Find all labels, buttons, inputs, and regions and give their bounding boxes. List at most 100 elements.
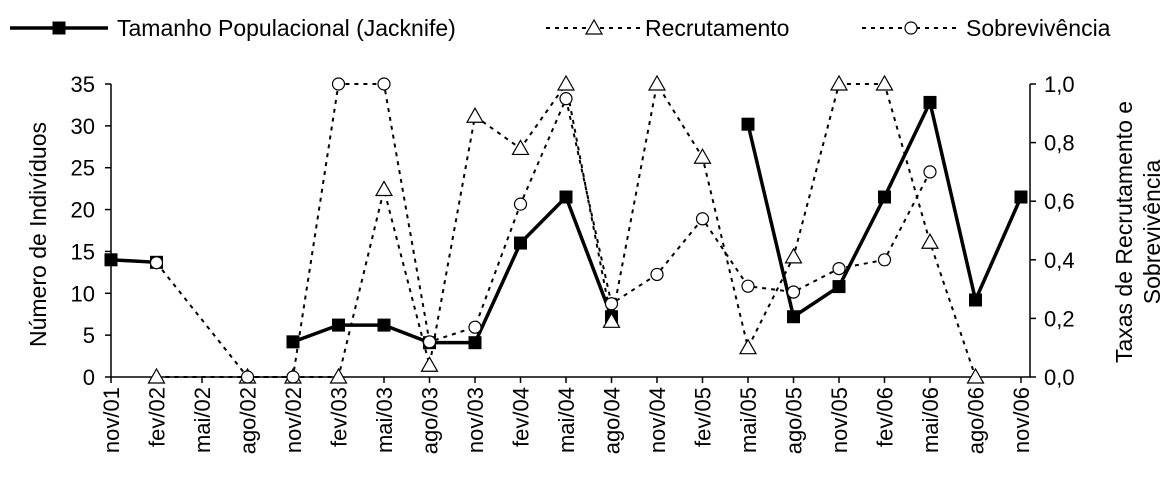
series-triangle-point <box>465 107 485 123</box>
series-triangle-point <box>147 367 166 384</box>
series-square <box>104 95 1028 350</box>
series-circle <box>149 77 937 384</box>
x-tick-label: fev/06 <box>873 387 898 447</box>
series-triangle-point <box>374 180 394 197</box>
series-triangle-point <box>966 367 985 384</box>
x-tick-label: mai/02 <box>190 387 215 453</box>
series-circle-point <box>650 267 664 282</box>
legend-item-triangle: Recrutamento <box>546 15 789 41</box>
series-triangle <box>147 74 985 384</box>
chart-series <box>104 74 1028 384</box>
left-y-tick-label: 10 <box>71 281 95 306</box>
series-triangle-point <box>693 148 712 164</box>
series-square-point <box>286 335 300 349</box>
x-tick-label: ago/06 <box>964 387 989 454</box>
x-tick-label: nov/06 <box>1009 387 1034 453</box>
series-square-point <box>104 253 118 267</box>
legend-label: Tamanho Populacional (Jacknife) <box>117 15 456 41</box>
x-tick-label: fev/05 <box>691 387 716 447</box>
series-square-point <box>878 190 891 204</box>
series-circle-point <box>422 335 437 349</box>
legend-marker <box>904 21 918 35</box>
x-tick-label: ago/03 <box>418 387 443 454</box>
chart-axes: 0 5 10 15 20 25 30 35 0,0 0,2 0,4 0,6 0,8 1,0 nov/01 fe… <box>25 72 1165 454</box>
series-triangle-point <box>329 367 348 384</box>
legend-label: Sobrevivência <box>966 15 1111 41</box>
series-square-point <box>332 318 345 332</box>
series-circle-point <box>559 92 573 106</box>
left-y-tick-label: 15 <box>71 239 95 264</box>
series-square-point <box>514 236 527 250</box>
right-y-tick-label: 0,6 <box>1044 189 1075 214</box>
series-triangle-point <box>511 139 530 156</box>
series-circle-point <box>513 197 528 211</box>
series-circle-point <box>832 261 846 276</box>
legend-marker <box>52 21 66 35</box>
left-y-tick-label: 20 <box>71 198 95 223</box>
legend-item-circle: Sobrevivência <box>862 15 1111 41</box>
series-triangle-point <box>829 74 849 91</box>
series-circle-point <box>149 256 164 270</box>
series-triangle-line <box>156 81 977 378</box>
x-tick-label: fev/04 <box>509 387 534 447</box>
series-square-point <box>832 280 846 294</box>
x-tick-label: mai/05 <box>736 387 761 453</box>
x-tick-label: ago/02 <box>236 387 261 454</box>
series-circle-point <box>286 370 300 384</box>
series-circle-point <box>604 297 619 311</box>
series-square-line <box>292 193 614 345</box>
series-triangle-point <box>420 356 439 372</box>
left-y-tick-label: 25 <box>71 156 95 181</box>
series-square-point <box>559 190 573 204</box>
series-circle-point <box>240 370 255 384</box>
x-tick-label: nov/05 <box>827 387 852 453</box>
left-y-tick-label: 5 <box>83 323 95 348</box>
right-y-tick-label: 0,4 <box>1044 248 1075 273</box>
series-circle-point <box>741 279 755 293</box>
left-y-axis-title: Número de Indivíduos <box>25 122 51 347</box>
left-y-tick-label: 0 <box>83 365 95 390</box>
legend-item-square: Tamanho Populacional (Jacknife) <box>10 15 456 41</box>
x-tick-label: ago/04 <box>600 387 625 454</box>
series-circle-point <box>786 285 801 299</box>
series-circle-point <box>377 77 391 91</box>
series-square-point <box>969 293 982 307</box>
series-square-point <box>923 95 937 109</box>
x-tick-label: nov/04 <box>645 387 670 453</box>
x-tick-label: mai/06 <box>918 387 943 453</box>
x-tick-label: nov/01 <box>99 387 124 453</box>
series-circle-point <box>877 253 892 267</box>
series-square-line <box>110 258 157 265</box>
series-square-point <box>468 336 482 350</box>
x-tick-label: fev/03 <box>327 387 352 447</box>
series-square-point <box>1014 190 1028 204</box>
series-square-point <box>741 117 755 131</box>
right-y-tick-label: 0,2 <box>1044 306 1075 331</box>
x-tick-label: nov/03 <box>463 387 488 453</box>
right-y-tick-label: 0,8 <box>1044 131 1075 156</box>
chart-legend: Tamanho Populacional (Jacknife) Recrutame… <box>10 15 1111 41</box>
left-y-tick-label: 30 <box>71 114 95 139</box>
x-tick-label: mai/03 <box>372 387 397 453</box>
series-square-point <box>377 318 391 332</box>
series-square-point <box>787 310 800 324</box>
right-y-axis-title-line1: Taxas de Recrutamento e <box>1111 101 1137 363</box>
x-tick-label: nov/02 <box>281 387 306 453</box>
x-tick-label: fev/02 <box>145 387 170 447</box>
right-y-tick-label: 1,0 <box>1044 72 1075 97</box>
series-triangle-point <box>875 74 894 91</box>
x-tick-label: ago/05 <box>782 387 807 454</box>
series-circle-line <box>155 83 931 378</box>
series-square-line <box>746 97 1023 320</box>
series-triangle-point <box>602 312 621 328</box>
legend-label: Recrutamento <box>645 15 789 41</box>
series-circle-point <box>923 165 937 179</box>
series-triangle-point <box>920 233 940 249</box>
series-triangle-point <box>784 247 803 264</box>
x-tick-label: mai/04 <box>554 387 579 453</box>
series-triangle-point <box>556 74 576 91</box>
legend-marker <box>584 18 604 35</box>
right-y-axis-title-line2: Sobrevivência <box>1139 160 1165 305</box>
series-circle-point <box>331 77 346 91</box>
